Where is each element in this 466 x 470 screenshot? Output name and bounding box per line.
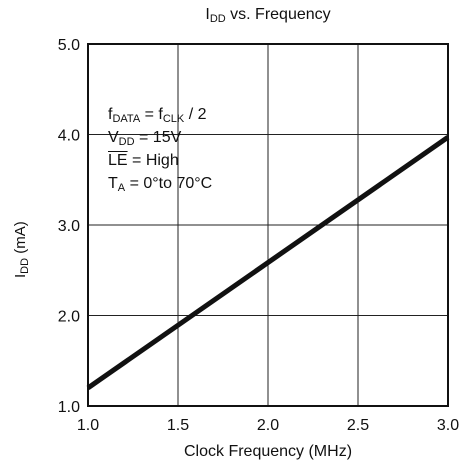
series-line-0 bbox=[86, 135, 450, 390]
plot-frame bbox=[87, 43, 449, 407]
annotation-fdata: fDATA = fCLK / 2 bbox=[108, 106, 207, 125]
y-tick-label-3: 4.0 bbox=[58, 128, 80, 145]
x-tick-label-4: 3.0 bbox=[437, 417, 459, 434]
y-tick-label-2: 3.0 bbox=[58, 218, 80, 235]
y-tick-label-1: 2.0 bbox=[58, 309, 80, 326]
x-tick-label-2: 2.0 bbox=[257, 417, 279, 434]
annotation-vdd: VDD = 15V bbox=[108, 129, 182, 148]
y-axis-label: IDD (mA) bbox=[12, 221, 31, 278]
y-tick-label-0: 1.0 bbox=[58, 399, 80, 416]
x-tick-label-3: 2.5 bbox=[347, 417, 369, 434]
x-axis-label: Clock Frequency (MHz) bbox=[183, 443, 353, 460]
tick-labels: 1.0 1.5 2.0 2.5 3.0 1.0 2.0 3.0 4.0 5.0 bbox=[58, 37, 459, 434]
y-tick-label-4: 5.0 bbox=[58, 37, 80, 54]
annotation-le: LE = High bbox=[108, 152, 179, 169]
chart-title: IDD vs. Frequency bbox=[205, 6, 331, 25]
series bbox=[86, 135, 450, 390]
x-tick-label-1: 1.5 bbox=[167, 417, 189, 434]
annotation-ta: TA = 0°to 70°C bbox=[108, 175, 213, 194]
axes bbox=[87, 43, 449, 407]
x-tick-label-0: 1.0 bbox=[77, 417, 99, 434]
